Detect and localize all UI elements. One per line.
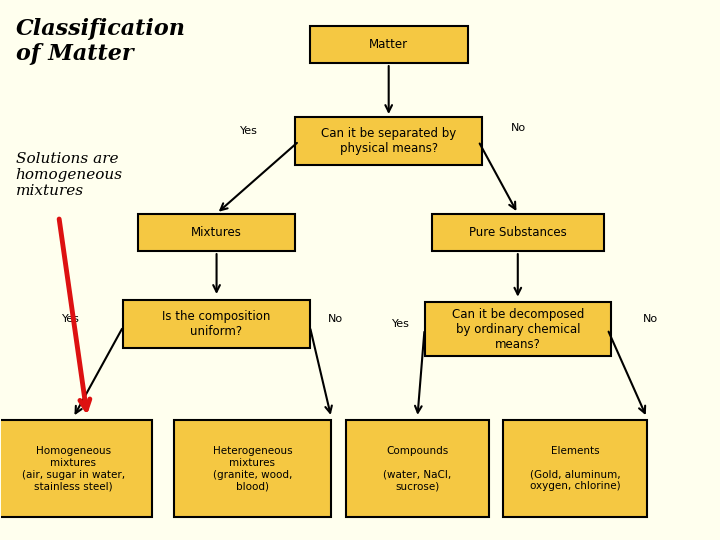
Text: Is the composition
uniform?: Is the composition uniform? xyxy=(163,310,271,338)
Text: Matter: Matter xyxy=(369,38,408,51)
FancyBboxPatch shape xyxy=(0,421,152,517)
FancyBboxPatch shape xyxy=(310,25,467,63)
FancyBboxPatch shape xyxy=(425,302,611,356)
Text: Solutions are
homogeneous
mixtures: Solutions are homogeneous mixtures xyxy=(16,152,123,198)
Text: Yes: Yes xyxy=(392,319,410,329)
Text: Homogeneous
mixtures
(air, sugar in water,
stainless steel): Homogeneous mixtures (air, sugar in wate… xyxy=(22,447,125,491)
Text: No: No xyxy=(643,314,658,323)
FancyBboxPatch shape xyxy=(123,300,310,348)
FancyBboxPatch shape xyxy=(138,214,295,251)
Text: Classification
of Matter: Classification of Matter xyxy=(16,17,186,65)
FancyBboxPatch shape xyxy=(295,117,482,165)
Text: Compounds

(water, NaCl,
sucrose): Compounds (water, NaCl, sucrose) xyxy=(383,447,451,491)
FancyBboxPatch shape xyxy=(503,421,647,517)
Text: Mixtures: Mixtures xyxy=(191,226,242,239)
Text: No: No xyxy=(328,314,343,323)
FancyBboxPatch shape xyxy=(432,214,604,251)
FancyBboxPatch shape xyxy=(346,421,489,517)
Text: Can it be decomposed
by ordinary chemical
means?: Can it be decomposed by ordinary chemica… xyxy=(451,308,584,350)
Text: Yes: Yes xyxy=(240,126,258,136)
Text: Can it be separated by
physical means?: Can it be separated by physical means? xyxy=(321,127,456,155)
Text: No: No xyxy=(510,123,526,133)
FancyBboxPatch shape xyxy=(174,421,331,517)
Text: Pure Substances: Pure Substances xyxy=(469,226,567,239)
Text: Yes: Yes xyxy=(63,314,80,323)
Text: Elements

(Gold, aluminum,
oxygen, chlorine): Elements (Gold, aluminum, oxygen, chlori… xyxy=(530,447,621,491)
Text: Heterogeneous
mixtures
(granite, wood,
blood): Heterogeneous mixtures (granite, wood, b… xyxy=(212,447,292,491)
